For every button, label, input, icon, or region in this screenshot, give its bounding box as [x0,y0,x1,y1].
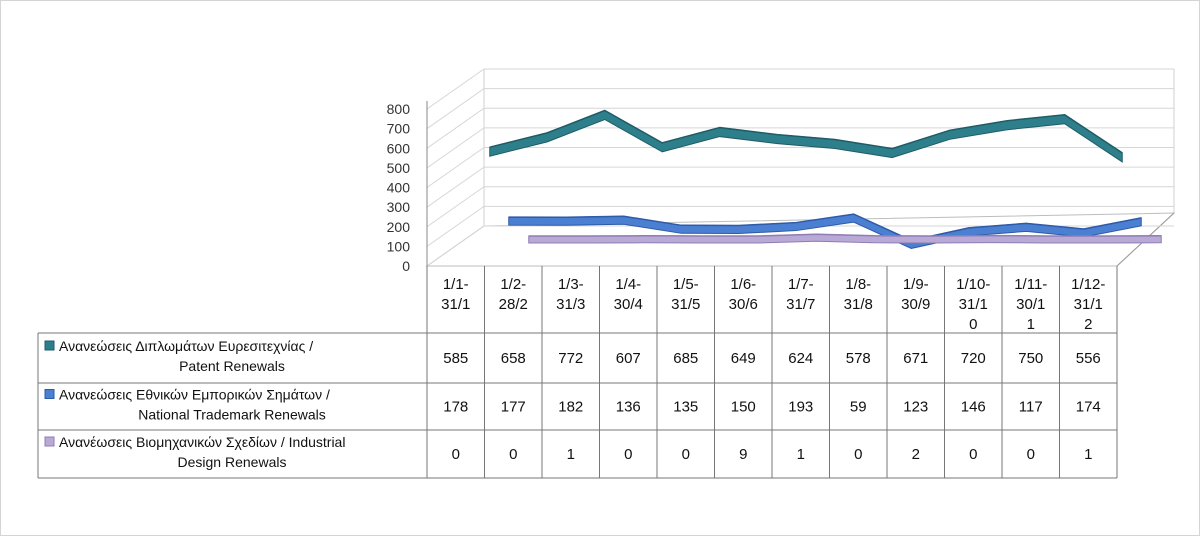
category-label: 1/2- [500,276,526,293]
category-label: 31/5 [671,296,700,313]
value-cell: 177 [501,399,526,416]
y-tick-label: 500 [387,160,411,176]
series-name: Ανανεώσεις Εθνικών Εμπορικών Σημάτων / [59,387,330,403]
category-label: 1/5- [673,276,699,293]
y-tick-label: 800 [387,101,411,117]
category-label: 30/4 [614,296,643,313]
y-tick-label: 0 [402,258,410,274]
series-line [489,109,1123,154]
gridline-depth [426,147,485,188]
y-tick-label: 400 [387,180,411,196]
gridline-depth [426,127,485,169]
category-label: 1/12- [1071,276,1105,293]
category-label: 0 [969,316,977,333]
series-name: Ανανεώσεις Διπλωμάτων Ευρεσιτεχνίας / [59,338,313,354]
value-cell: 178 [443,399,468,416]
value-cell: 607 [616,350,641,367]
category-label: 1/10- [956,276,990,293]
gridline-depth [426,225,485,267]
value-cell: 150 [731,399,756,416]
gridline-depth [426,68,485,110]
value-cell: 0 [509,446,517,463]
value-cell: 585 [443,350,468,367]
series-name: Patent Renewals [179,358,285,374]
gridline-depth [426,186,485,228]
category-label: 31/3 [556,296,585,313]
y-tick-label: 300 [387,199,411,215]
value-cell: 750 [1018,350,1043,367]
value-cell: 671 [903,350,928,367]
gridline-depth [426,88,485,130]
value-cell: 624 [788,350,813,367]
category-label: 31/8 [844,296,873,313]
category-label: 1/4- [615,276,641,293]
category-label: 1/9- [903,276,929,293]
series-name: Ανανέωσεις Βιομηχανικών Σχεδίων / Indust… [59,434,345,450]
category-label: 30/1 [1016,296,1045,313]
y-tick-label: 200 [387,219,411,235]
category-label: 1/8- [845,276,871,293]
value-cell: 658 [501,350,526,367]
y-axis: 0 100 200 300 400 500 600 700 800 [387,101,428,274]
value-cell: 174 [1076,399,1101,416]
category-label: 1/11- [1014,276,1047,293]
gridline-depth [426,107,485,149]
value-cell: 136 [616,399,641,416]
value-cell: 649 [731,350,756,367]
category-label: 31/1 [959,296,988,313]
series-lines [489,109,1162,249]
value-cell: 1 [797,446,805,463]
category-label: 1/6- [730,276,756,293]
value-cell: 0 [854,446,862,463]
value-cell: 59 [850,399,867,416]
category-label: 30/9 [901,296,930,313]
series-line [508,213,1142,242]
value-cell: 135 [673,399,698,416]
value-cell: 117 [1019,399,1043,416]
legend-swatch [44,389,55,399]
value-cell: 182 [558,399,583,416]
value-cell: 1 [567,446,575,463]
y-tick-label: 700 [387,121,411,137]
category-label: 1/3- [558,276,584,293]
data-table: 1/1- 31/1 1/2- 28/2 1/3- 31/3 1/4- 30/4 1/5- 31/5… [37,266,1118,479]
legend-swatch [44,340,55,351]
series-name: National Trademark Renewals [138,407,326,423]
value-cell: 0 [624,446,632,463]
value-cell: 720 [961,350,986,367]
value-cell: 0 [969,446,977,463]
value-cell: 146 [961,399,986,416]
gridlines [426,68,1174,267]
value-cell: 0 [682,446,690,463]
category-label: 31/1 [441,296,470,313]
series-line [528,233,1162,237]
value-cell: 193 [788,399,813,416]
value-cell: 2 [912,446,920,463]
y-tick-label: 100 [387,238,411,254]
gridline-depth [426,205,485,247]
value-cell: 772 [558,350,583,367]
value-cell: 685 [673,350,698,367]
category-label: 31/7 [786,296,815,313]
value-cell: 578 [846,350,871,367]
value-cell: 0 [452,446,460,463]
category-label: 31/1 [1074,296,1103,313]
gridline-depth [426,166,485,208]
value-cell: 9 [739,446,747,463]
y-tick-label: 600 [387,140,411,156]
category-label: 30/6 [729,296,758,313]
legend-swatch [44,436,55,447]
value-cell: 556 [1076,350,1101,367]
category-label: 1 [1027,316,1035,333]
series-name: Design Renewals [178,454,287,470]
category-label: 1/1- [443,276,469,293]
category-label: 1/7- [788,276,814,293]
value-cell: 123 [903,399,928,416]
category-label: 28/2 [499,296,528,313]
value-cell: 0 [1027,446,1035,463]
value-cell: 1 [1084,446,1092,463]
category-label: 2 [1084,316,1092,333]
